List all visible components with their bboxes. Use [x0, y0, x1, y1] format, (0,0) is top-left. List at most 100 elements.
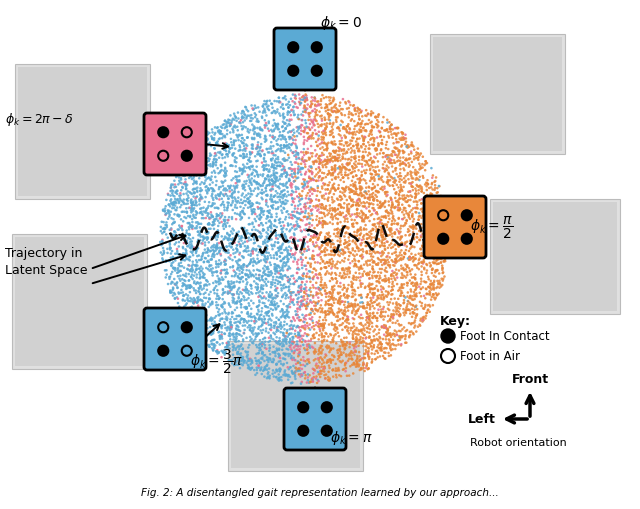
Point	[330, 323, 340, 331]
Point	[289, 280, 299, 288]
Point	[433, 211, 444, 219]
Point	[367, 272, 378, 280]
Point	[245, 322, 255, 330]
Point	[374, 278, 384, 286]
Point	[301, 287, 312, 295]
Point	[359, 331, 369, 339]
Point	[274, 375, 284, 383]
Point	[397, 160, 408, 168]
Point	[323, 171, 333, 179]
Point	[173, 226, 184, 234]
Point	[266, 223, 276, 231]
Point	[225, 287, 235, 295]
Point	[370, 285, 380, 293]
Point	[170, 184, 180, 192]
Point	[383, 244, 393, 252]
Point	[236, 203, 246, 211]
Point	[392, 331, 402, 340]
Text: $\phi_k = 0$: $\phi_k = 0$	[320, 14, 362, 32]
Circle shape	[182, 346, 192, 356]
Point	[220, 315, 230, 323]
Point	[246, 297, 256, 305]
Point	[362, 350, 372, 358]
Point	[356, 120, 366, 128]
Point	[182, 158, 193, 166]
Point	[397, 148, 408, 156]
Point	[435, 241, 445, 249]
Point	[385, 317, 395, 325]
Point	[269, 152, 279, 160]
Point	[381, 192, 392, 201]
Point	[166, 233, 177, 241]
Point	[284, 284, 294, 292]
Point	[255, 211, 265, 219]
Point	[294, 194, 304, 202]
Point	[262, 146, 272, 154]
Point	[309, 302, 319, 310]
Point	[193, 262, 203, 270]
Point	[340, 239, 351, 247]
Bar	[430, 35, 565, 155]
Point	[285, 238, 295, 246]
Point	[324, 364, 335, 372]
Point	[246, 142, 257, 150]
Point	[208, 159, 218, 167]
Point	[232, 259, 243, 267]
Point	[303, 355, 314, 363]
Point	[355, 106, 365, 115]
Point	[268, 358, 278, 366]
Point	[372, 122, 382, 130]
Point	[329, 184, 339, 192]
Point	[243, 352, 253, 360]
Point	[195, 144, 205, 152]
Point	[335, 322, 345, 330]
Point	[271, 178, 281, 186]
Point	[330, 251, 340, 259]
Point	[402, 263, 412, 271]
Point	[224, 282, 234, 290]
Point	[179, 252, 189, 260]
Point	[402, 144, 412, 152]
Point	[410, 262, 420, 270]
Point	[337, 274, 347, 282]
Point	[423, 234, 433, 242]
Point	[301, 290, 311, 298]
Point	[369, 285, 380, 293]
Point	[236, 209, 246, 217]
Point	[189, 295, 199, 303]
Point	[393, 130, 403, 138]
Point	[307, 150, 317, 158]
Point	[293, 256, 303, 264]
Point	[372, 193, 382, 202]
Point	[192, 210, 202, 218]
Point	[187, 202, 197, 210]
Point	[366, 297, 376, 305]
Point	[404, 214, 414, 222]
Point	[344, 193, 355, 201]
Point	[354, 129, 364, 137]
Point	[315, 260, 325, 268]
Point	[209, 167, 220, 176]
Point	[374, 300, 385, 308]
Point	[280, 336, 290, 345]
Point	[293, 160, 303, 168]
Point	[371, 232, 381, 240]
Point	[335, 343, 345, 351]
Point	[382, 117, 392, 125]
Point	[279, 259, 289, 267]
Point	[364, 316, 374, 324]
Point	[292, 237, 303, 245]
Point	[326, 331, 336, 340]
Point	[252, 130, 262, 138]
Point	[168, 192, 178, 200]
Point	[285, 289, 296, 297]
Point	[426, 184, 436, 192]
Point	[405, 331, 415, 340]
Point	[429, 281, 439, 289]
Point	[244, 300, 254, 308]
Point	[258, 276, 268, 285]
Point	[268, 281, 278, 289]
Point	[263, 319, 273, 327]
Point	[429, 277, 439, 286]
Point	[396, 143, 406, 151]
